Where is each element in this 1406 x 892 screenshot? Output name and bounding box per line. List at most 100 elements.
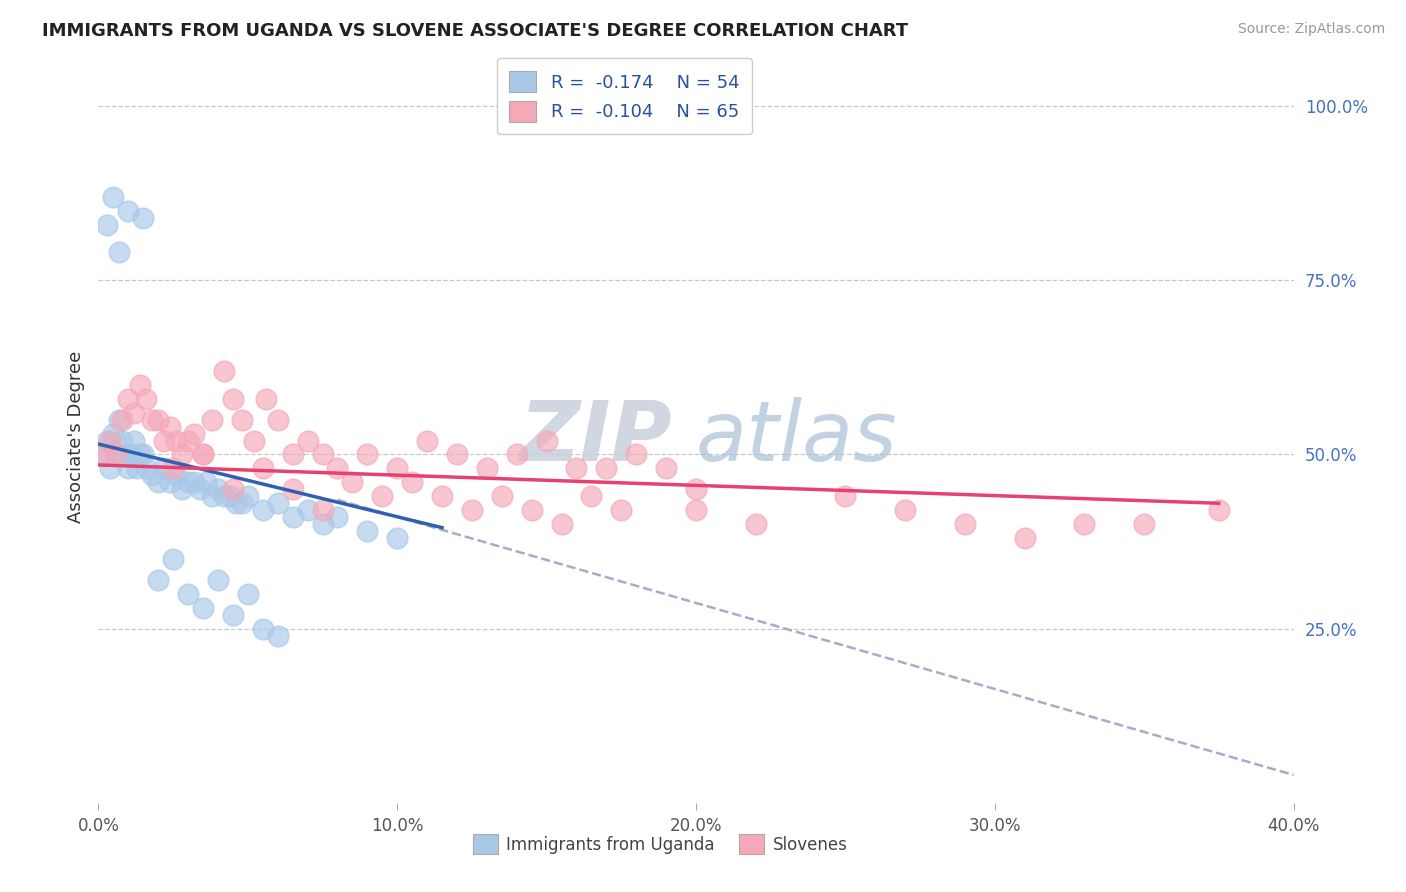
- Point: [105, 448, 128, 462]
- Point: [103, 190, 125, 204]
- Point: [356, 448, 378, 462]
- Point: [297, 434, 319, 448]
- Point: [141, 468, 163, 483]
- Point: [108, 412, 131, 426]
- Point: [124, 406, 146, 420]
- Point: [135, 461, 157, 475]
- Point: [297, 503, 319, 517]
- Point: [191, 600, 214, 615]
- Point: [953, 517, 976, 532]
- Point: [225, 496, 247, 510]
- Point: [191, 448, 214, 462]
- Point: [311, 503, 333, 517]
- Point: [834, 489, 856, 503]
- Point: [114, 448, 136, 462]
- Point: [446, 448, 468, 462]
- Point: [124, 434, 146, 448]
- Point: [141, 412, 163, 426]
- Point: [177, 587, 200, 601]
- Point: [595, 461, 617, 475]
- Point: [311, 517, 333, 532]
- Point: [1208, 503, 1230, 517]
- Point: [231, 412, 253, 426]
- Point: [201, 489, 224, 503]
- Point: [231, 496, 253, 510]
- Point: [222, 607, 245, 622]
- Point: [207, 573, 229, 587]
- Point: [108, 245, 131, 260]
- Point: [135, 392, 157, 406]
- Point: [243, 434, 266, 448]
- Point: [111, 434, 134, 448]
- Point: [685, 503, 707, 517]
- Point: [117, 392, 139, 406]
- Point: [1073, 517, 1095, 532]
- Point: [120, 448, 142, 462]
- Point: [129, 448, 152, 462]
- Point: [581, 489, 603, 503]
- Point: [177, 475, 200, 490]
- Point: [207, 483, 229, 497]
- Point: [222, 483, 245, 497]
- Point: [626, 448, 648, 462]
- Point: [252, 461, 274, 475]
- Point: [385, 461, 409, 475]
- Point: [153, 434, 176, 448]
- Y-axis label: Associate's Degree: Associate's Degree: [66, 351, 84, 524]
- Point: [153, 461, 176, 475]
- Point: [183, 475, 205, 490]
- Point: [111, 412, 134, 426]
- Point: [267, 412, 290, 426]
- Point: [326, 510, 349, 524]
- Point: [117, 461, 139, 475]
- Point: [550, 517, 572, 532]
- Point: [506, 448, 529, 462]
- Point: [177, 434, 200, 448]
- Point: [201, 412, 224, 426]
- Point: [96, 434, 118, 448]
- Point: [401, 475, 423, 490]
- Point: [520, 503, 543, 517]
- Point: [93, 448, 115, 462]
- Point: [93, 448, 115, 462]
- Point: [195, 475, 218, 490]
- Point: [745, 517, 768, 532]
- Point: [105, 448, 128, 462]
- Point: [183, 426, 205, 441]
- Point: [491, 489, 513, 503]
- Point: [127, 461, 149, 475]
- Text: ZIP: ZIP: [519, 397, 672, 477]
- Point: [536, 434, 558, 448]
- Point: [98, 434, 122, 448]
- Point: [685, 483, 707, 497]
- Point: [356, 524, 378, 538]
- Point: [219, 489, 242, 503]
- Point: [342, 475, 364, 490]
- Point: [162, 461, 184, 475]
- Point: [252, 622, 274, 636]
- Point: [222, 392, 245, 406]
- Point: [252, 503, 274, 517]
- Point: [385, 531, 409, 545]
- Point: [165, 434, 187, 448]
- Text: Source: ZipAtlas.com: Source: ZipAtlas.com: [1237, 22, 1385, 37]
- Point: [148, 475, 170, 490]
- Point: [172, 448, 194, 462]
- Point: [565, 461, 588, 475]
- Legend: Immigrants from Uganda, Slovenes: Immigrants from Uganda, Slovenes: [465, 828, 855, 860]
- Point: [148, 412, 170, 426]
- Point: [416, 434, 439, 448]
- Point: [236, 489, 259, 503]
- Point: [281, 483, 304, 497]
- Point: [894, 503, 917, 517]
- Point: [159, 475, 181, 490]
- Point: [1133, 517, 1156, 532]
- Point: [610, 503, 633, 517]
- Point: [254, 392, 277, 406]
- Point: [281, 510, 304, 524]
- Point: [461, 503, 484, 517]
- Point: [326, 461, 349, 475]
- Point: [267, 496, 290, 510]
- Point: [172, 483, 194, 497]
- Point: [129, 377, 152, 392]
